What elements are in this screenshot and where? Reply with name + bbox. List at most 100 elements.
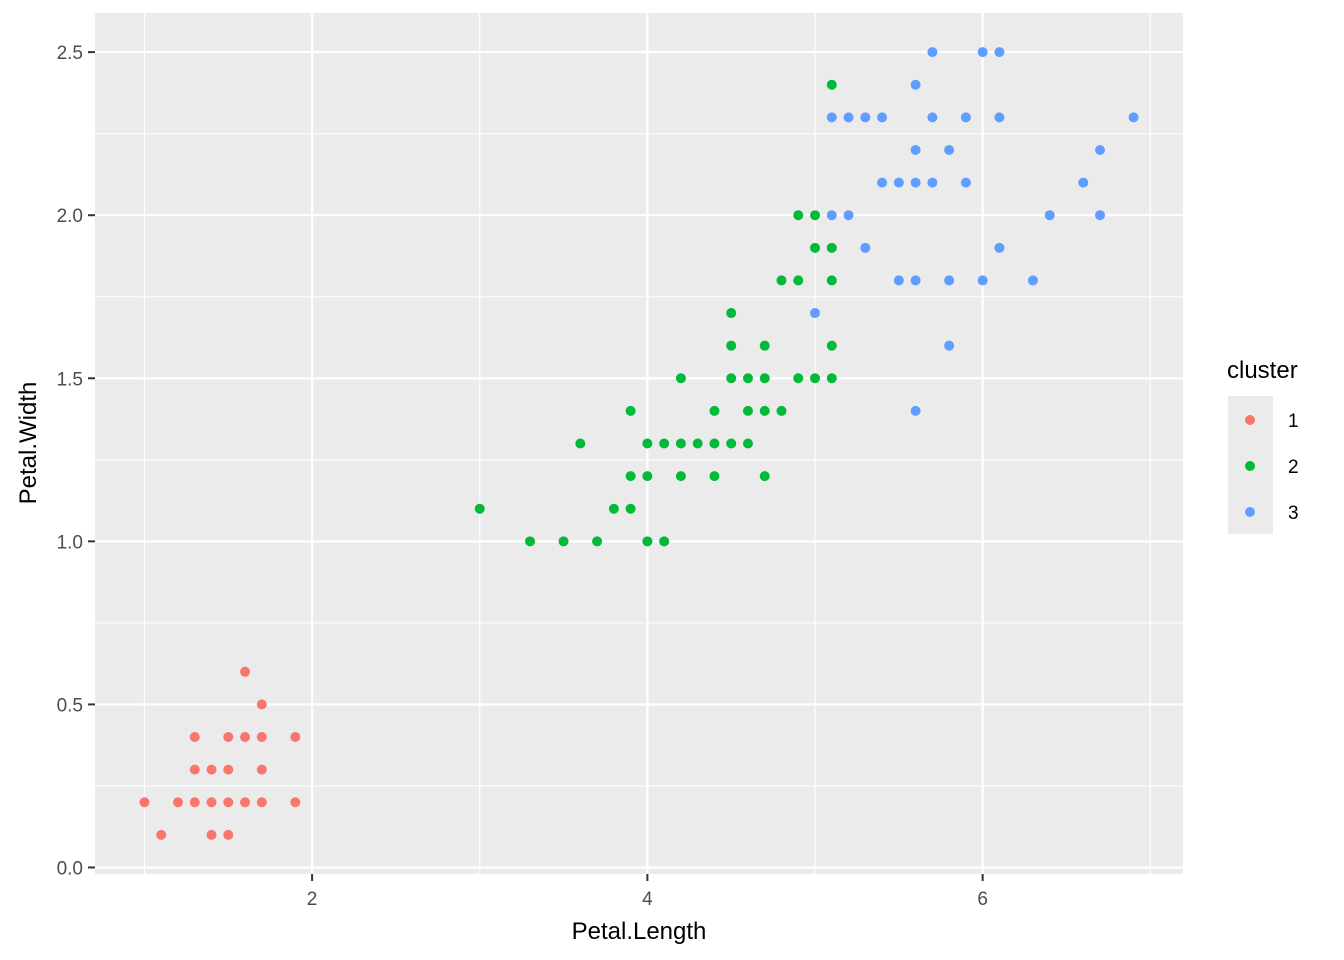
data-point-cluster-3 xyxy=(826,112,837,123)
data-point-cluster-2 xyxy=(625,405,636,416)
data-point-cluster-1 xyxy=(256,797,267,808)
data-point-cluster-2 xyxy=(709,405,720,416)
data-point-cluster-3 xyxy=(1095,144,1106,155)
y-tick-label: 1.0 xyxy=(57,532,83,553)
data-point-cluster-3 xyxy=(893,275,904,286)
data-point-cluster-3 xyxy=(877,177,888,188)
data-point-cluster-2 xyxy=(659,438,670,449)
data-point-cluster-2 xyxy=(642,536,653,547)
data-point-cluster-1 xyxy=(240,666,251,677)
data-point-cluster-2 xyxy=(759,405,770,416)
data-point-cluster-3 xyxy=(910,405,921,416)
x-tick-label: 4 xyxy=(642,889,653,910)
data-point-cluster-1 xyxy=(206,829,217,840)
legend-key-2 xyxy=(1245,461,1255,471)
y-tick-label: 0.0 xyxy=(57,858,83,879)
data-point-cluster-2 xyxy=(709,438,720,449)
data-point-cluster-1 xyxy=(156,829,167,840)
data-point-cluster-2 xyxy=(759,373,770,384)
data-point-cluster-1 xyxy=(256,732,267,743)
legend-label-1: 1 xyxy=(1288,411,1299,432)
legend-label-3: 3 xyxy=(1288,503,1299,524)
data-point-cluster-2 xyxy=(625,471,636,482)
data-point-cluster-2 xyxy=(810,210,821,221)
legend: cluster 1 2 3 xyxy=(1227,357,1299,534)
legend-title: cluster xyxy=(1227,357,1298,384)
y-axis-title: Petal.Width xyxy=(15,382,42,505)
data-point-cluster-1 xyxy=(256,699,267,710)
y-tick-label: 2.0 xyxy=(57,206,83,227)
data-point-cluster-3 xyxy=(994,242,1005,253)
data-point-cluster-2 xyxy=(642,438,653,449)
data-point-cluster-3 xyxy=(927,112,938,123)
data-point-cluster-2 xyxy=(675,471,686,482)
data-point-cluster-3 xyxy=(843,210,854,221)
data-point-cluster-2 xyxy=(726,438,737,449)
data-point-cluster-2 xyxy=(625,503,636,514)
data-point-cluster-3 xyxy=(910,144,921,155)
x-axis: 2 4 6 xyxy=(307,874,988,910)
data-point-cluster-2 xyxy=(776,275,787,286)
legend-key-1 xyxy=(1245,415,1255,425)
data-point-cluster-2 xyxy=(826,340,837,351)
data-point-cluster-3 xyxy=(1027,275,1038,286)
data-point-cluster-3 xyxy=(843,112,854,123)
data-point-cluster-2 xyxy=(742,373,753,384)
data-point-cluster-3 xyxy=(1095,210,1106,221)
data-point-cluster-3 xyxy=(994,112,1005,123)
data-point-cluster-1 xyxy=(172,797,183,808)
data-points xyxy=(139,47,1139,840)
data-point-cluster-1 xyxy=(223,732,234,743)
data-point-cluster-2 xyxy=(826,373,837,384)
data-point-cluster-1 xyxy=(206,764,217,775)
data-point-cluster-1 xyxy=(290,797,301,808)
data-point-cluster-2 xyxy=(726,373,737,384)
data-point-cluster-2 xyxy=(810,242,821,253)
data-point-cluster-3 xyxy=(860,242,871,253)
data-point-cluster-2 xyxy=(826,79,837,90)
data-point-cluster-3 xyxy=(927,177,938,188)
y-tick-label: 1.5 xyxy=(57,369,83,390)
data-point-cluster-2 xyxy=(742,405,753,416)
data-point-cluster-3 xyxy=(893,177,904,188)
data-point-cluster-2 xyxy=(474,503,485,514)
data-point-cluster-3 xyxy=(860,112,871,123)
data-point-cluster-3 xyxy=(960,177,971,188)
data-point-cluster-1 xyxy=(223,829,234,840)
data-point-cluster-1 xyxy=(189,797,200,808)
data-point-cluster-2 xyxy=(709,471,720,482)
y-tick-label: 0.5 xyxy=(57,695,83,716)
data-point-cluster-3 xyxy=(1078,177,1089,188)
data-point-cluster-2 xyxy=(575,438,586,449)
data-point-cluster-3 xyxy=(977,47,988,58)
data-point-cluster-1 xyxy=(206,797,217,808)
data-point-cluster-2 xyxy=(793,210,804,221)
data-point-cluster-2 xyxy=(826,242,837,253)
data-point-cluster-2 xyxy=(776,405,787,416)
data-point-cluster-3 xyxy=(826,210,837,221)
data-point-cluster-3 xyxy=(960,112,971,123)
data-point-cluster-2 xyxy=(659,536,670,547)
data-point-cluster-3 xyxy=(994,47,1005,58)
data-point-cluster-2 xyxy=(826,275,837,286)
data-point-cluster-2 xyxy=(726,308,737,319)
data-point-cluster-2 xyxy=(742,438,753,449)
data-point-cluster-2 xyxy=(759,471,770,482)
legend-label-2: 2 xyxy=(1288,457,1299,478)
data-point-cluster-3 xyxy=(910,275,921,286)
data-point-cluster-3 xyxy=(944,275,955,286)
data-point-cluster-1 xyxy=(223,764,234,775)
data-point-cluster-2 xyxy=(793,373,804,384)
data-point-cluster-2 xyxy=(675,438,686,449)
data-point-cluster-1 xyxy=(139,797,150,808)
data-point-cluster-2 xyxy=(642,471,653,482)
data-point-cluster-3 xyxy=(1044,210,1055,221)
data-point-cluster-3 xyxy=(944,340,955,351)
legend-key-3 xyxy=(1245,507,1255,517)
data-point-cluster-3 xyxy=(910,79,921,90)
data-point-cluster-2 xyxy=(726,340,737,351)
data-point-cluster-1 xyxy=(240,797,251,808)
data-point-cluster-3 xyxy=(877,112,888,123)
y-axis: 0.0 0.5 1.0 1.5 2.0 2.5 xyxy=(57,43,95,879)
